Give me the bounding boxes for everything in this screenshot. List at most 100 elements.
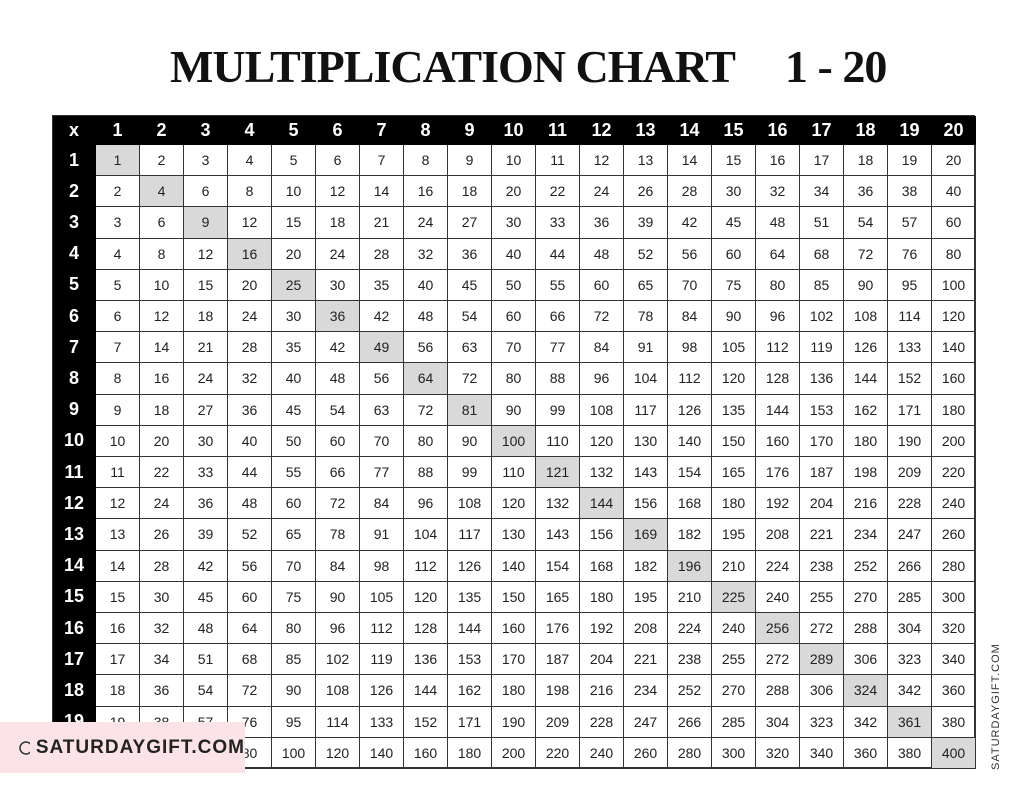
row-header: 13 xyxy=(53,519,96,551)
table-cell: 176 xyxy=(756,457,800,489)
multiplication-table: x 1 2 3 4 5 6 7 8 9 10 11 12 13 14 15 16 17 18 19 20 1 1 2 3 4 5 6 7… xyxy=(52,115,976,769)
table-cell: 198 xyxy=(536,675,580,707)
table-cell: 91 xyxy=(360,519,404,551)
table-cell: 35 xyxy=(272,332,316,364)
table-cell: 20 xyxy=(492,176,536,208)
table-cell: 208 xyxy=(756,519,800,551)
table-cell: 156 xyxy=(624,488,668,520)
table-cell: 160 xyxy=(492,613,536,645)
table-cell: 18 xyxy=(184,301,228,333)
table-cell: 48 xyxy=(184,613,228,645)
table-cell: 21 xyxy=(360,207,404,239)
table-cell: 156 xyxy=(580,519,624,551)
table-cell: 144 xyxy=(404,675,448,707)
table-cell: 288 xyxy=(844,613,888,645)
table-cell: 27 xyxy=(184,394,228,426)
table-cell: 10 xyxy=(140,269,184,301)
table-cell: 50 xyxy=(492,269,536,301)
column-header: 6 xyxy=(316,116,360,145)
table-cell: 112 xyxy=(668,363,712,395)
table-cell: 323 xyxy=(800,706,844,738)
table-cell: 28 xyxy=(228,332,272,364)
table-cell: 114 xyxy=(316,706,360,738)
table-cell: 56 xyxy=(360,363,404,395)
table-cell: 8 xyxy=(140,238,184,270)
table-cell: 24 xyxy=(184,363,228,395)
table-cell: 306 xyxy=(800,675,844,707)
table-cell: 288 xyxy=(756,675,800,707)
table-cell: 90 xyxy=(448,425,492,457)
table-cell: 60 xyxy=(272,488,316,520)
row-header: 12 xyxy=(53,488,96,520)
table-cell: 256 xyxy=(756,613,800,645)
column-header: 2 xyxy=(140,116,184,145)
table-cell: 144 xyxy=(844,363,888,395)
table-cell: 130 xyxy=(624,425,668,457)
table-cell: 180 xyxy=(844,425,888,457)
table-cell: 190 xyxy=(492,706,536,738)
corner-cell: x xyxy=(53,116,96,145)
table-cell: 187 xyxy=(800,457,844,489)
table-cell: 126 xyxy=(360,675,404,707)
table-cell: 289 xyxy=(800,644,844,676)
table-cell: 4 xyxy=(96,238,140,270)
table-cell: 45 xyxy=(448,269,492,301)
table-cell: 99 xyxy=(536,394,580,426)
column-header: 18 xyxy=(844,116,888,145)
table-cell: 8 xyxy=(404,145,448,177)
table-cell: 238 xyxy=(800,550,844,582)
table-cell: 30 xyxy=(492,207,536,239)
table-cell: 160 xyxy=(932,363,976,395)
table-cell: 170 xyxy=(800,425,844,457)
table-cell: 304 xyxy=(756,706,800,738)
table-cell: 16 xyxy=(228,238,272,270)
table-cell: 306 xyxy=(844,644,888,676)
table-cell: 104 xyxy=(404,519,448,551)
table-cell: 3 xyxy=(184,145,228,177)
table-cell: 168 xyxy=(580,550,624,582)
table-cell: 200 xyxy=(932,425,976,457)
table-cell: 72 xyxy=(316,488,360,520)
table-cell: 12 xyxy=(184,238,228,270)
table-cell: 152 xyxy=(888,363,932,395)
table-cell: 57 xyxy=(888,207,932,239)
table-cell: 165 xyxy=(712,457,756,489)
table-cell: 14 xyxy=(96,550,140,582)
table-cell: 102 xyxy=(316,644,360,676)
table-cell: 140 xyxy=(360,737,404,769)
table-cell: 360 xyxy=(932,675,976,707)
row-header: 10 xyxy=(53,425,96,457)
table-cell: 48 xyxy=(756,207,800,239)
table-cell: 28 xyxy=(668,176,712,208)
table-cell: 128 xyxy=(404,613,448,645)
table-cell: 180 xyxy=(580,581,624,613)
table-cell: 240 xyxy=(756,581,800,613)
table-cell: 10 xyxy=(492,145,536,177)
table-cell: 285 xyxy=(712,706,756,738)
table-cell: 90 xyxy=(316,581,360,613)
table-cell: 11 xyxy=(536,145,580,177)
table-cell: 72 xyxy=(404,394,448,426)
table-cell: 36 xyxy=(844,176,888,208)
table-cell: 90 xyxy=(844,269,888,301)
watermark-badge: SATURDAYGIFT.COM xyxy=(0,722,245,773)
table-cell: 44 xyxy=(228,457,272,489)
table-cell: 65 xyxy=(624,269,668,301)
table-cell: 77 xyxy=(536,332,580,364)
table-cell: 72 xyxy=(844,238,888,270)
table-cell: 24 xyxy=(316,238,360,270)
table-cell: 204 xyxy=(800,488,844,520)
table-cell: 33 xyxy=(184,457,228,489)
table-cell: 64 xyxy=(756,238,800,270)
table-cell: 63 xyxy=(448,332,492,364)
table-cell: 209 xyxy=(536,706,580,738)
table-cell: 16 xyxy=(756,145,800,177)
table-cell: 76 xyxy=(888,238,932,270)
table-cell: 54 xyxy=(184,675,228,707)
table-cell: 80 xyxy=(756,269,800,301)
table-cell: 56 xyxy=(228,550,272,582)
table-cell: 190 xyxy=(888,425,932,457)
table-cell: 70 xyxy=(272,550,316,582)
table-cell: 3 xyxy=(96,207,140,239)
